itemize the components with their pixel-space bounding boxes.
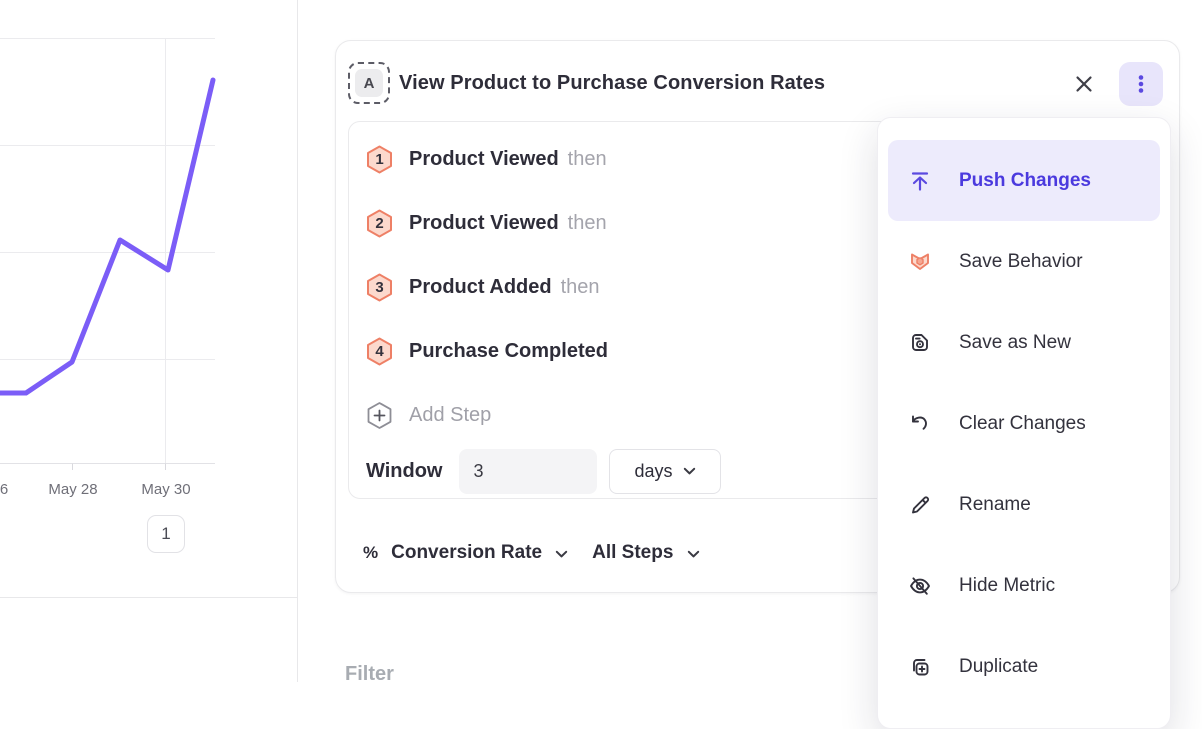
section-divider xyxy=(0,597,298,598)
add-step-hexagon xyxy=(366,401,393,430)
filter-section-heading: Filter xyxy=(345,663,394,685)
close-icon xyxy=(1076,76,1092,92)
conversion-line-chart xyxy=(0,38,216,470)
window-label: Window xyxy=(366,459,443,482)
step-number-badge: 2 xyxy=(366,209,393,238)
step-event-name: Product Viewed xyxy=(409,147,559,170)
step-event-name: Product Viewed xyxy=(409,211,559,234)
close-button[interactable] xyxy=(1070,70,1098,98)
menu-item-clear-changes[interactable]: Clear Changes xyxy=(878,383,1170,464)
hide-metric-icon xyxy=(910,576,930,595)
funnel-step-1[interactable]: 1 Product Viewed then xyxy=(366,144,607,174)
menu-item-duplicate[interactable]: Duplicate xyxy=(878,626,1170,707)
push-changes-icon xyxy=(911,171,929,191)
hexagon-badge-icon xyxy=(367,337,392,365)
funnel-step-4[interactable]: 4 Purchase Completed xyxy=(366,336,617,366)
chevron-down-icon[interactable] xyxy=(687,550,700,559)
step-suffix: then xyxy=(567,211,607,234)
steps-scope-dropdown[interactable]: All Steps xyxy=(592,542,674,563)
metric-options-menu: Push Changes Save Behavior Save as New xyxy=(877,117,1171,729)
window-value-input[interactable] xyxy=(459,448,598,494)
funnel-step-3[interactable]: 3 Product Added then xyxy=(366,272,600,302)
hexagon-badge-icon xyxy=(367,273,392,301)
x-axis-tick-label: May 30 xyxy=(141,481,191,498)
chevron-down-icon xyxy=(684,467,696,474)
metric-title: View Product to Purchase Conversion Rate… xyxy=(399,72,826,94)
panel-divider xyxy=(297,0,298,682)
menu-item-save-as-new[interactable]: Save as New xyxy=(878,302,1170,383)
menu-item-save-behavior[interactable]: Save Behavior xyxy=(878,221,1170,302)
chevron-down-icon[interactable] xyxy=(555,550,568,559)
save-behavior-icon xyxy=(911,253,929,270)
metric-type-dropdown[interactable]: Conversion Rate xyxy=(391,542,543,563)
percent-icon: % xyxy=(363,543,379,562)
add-step-button[interactable]: Add Step xyxy=(366,400,491,430)
funnel-step-2[interactable]: 2 Product Viewed then xyxy=(366,208,607,238)
metric-letter-badge[interactable]: A xyxy=(348,62,390,104)
pagination-page-button[interactable]: 1 xyxy=(147,515,185,553)
kebab-menu-icon xyxy=(1138,75,1144,93)
save-as-new-icon xyxy=(912,333,928,351)
conversion-line-series xyxy=(0,77,216,396)
rename-icon xyxy=(912,496,929,513)
menu-item-hide-metric[interactable]: Hide Metric xyxy=(878,545,1170,626)
hexagon-badge-icon xyxy=(367,145,392,173)
x-axis-tick-label: 6 xyxy=(0,481,9,498)
menu-item-push-changes[interactable]: Push Changes xyxy=(888,140,1160,221)
step-suffix: then xyxy=(567,147,607,170)
duplicate-icon xyxy=(913,658,929,675)
step-event-name: Product Added xyxy=(409,275,552,298)
x-axis-tick-label: May 28 xyxy=(48,481,98,498)
metric-config-row: % Conversion Rate All Steps xyxy=(363,538,712,568)
step-event-name: Purchase Completed xyxy=(409,339,608,362)
step-number-badge: 1 xyxy=(366,145,393,174)
step-number-badge: 4 xyxy=(366,337,393,366)
menu-item-rename[interactable]: Rename xyxy=(878,464,1170,545)
add-step-label: Add Step xyxy=(409,403,492,426)
metric-letter: A xyxy=(355,69,383,97)
step-suffix: then xyxy=(560,275,600,298)
hexagon-badge-icon xyxy=(367,209,392,237)
step-number-badge: 3 xyxy=(366,273,393,302)
window-unit-value: days xyxy=(634,460,673,481)
plus-hexagon-icon xyxy=(367,401,392,429)
clear-changes-icon xyxy=(912,415,927,430)
window-unit-select[interactable]: days xyxy=(609,448,722,494)
window-setting-row: Window days xyxy=(366,448,722,494)
more-options-button[interactable] xyxy=(1119,62,1163,106)
